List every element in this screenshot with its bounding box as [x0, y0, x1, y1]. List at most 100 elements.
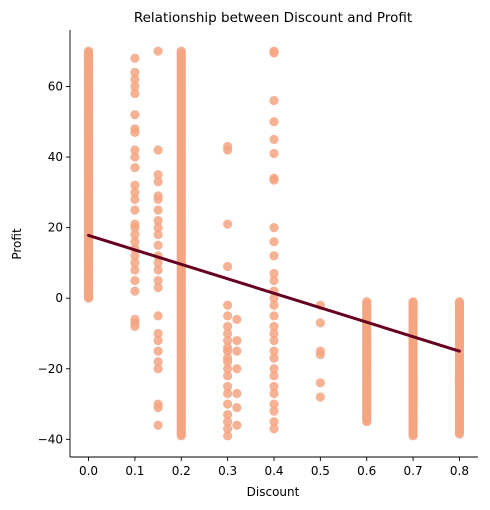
- scatter-point: [269, 328, 279, 339]
- scatter-point: [130, 286, 140, 296]
- scatter-point: [130, 152, 140, 162]
- scatter-point: [223, 381, 233, 392]
- scatter-point: [269, 148, 279, 159]
- scatter-point: [223, 261, 233, 272]
- scatter-point: [223, 399, 233, 409]
- y-tick-label: −40: [38, 432, 63, 446]
- scatter-point: [454, 297, 465, 307]
- x-axis-label: Discount: [247, 485, 300, 499]
- scatter-point: [130, 53, 140, 63]
- x-tick-label: 0.2: [172, 464, 191, 478]
- scatter-point: [223, 145, 233, 155]
- scatter-point: [315, 350, 325, 360]
- scatter-point: [153, 215, 163, 226]
- x-tick-label: 0.5: [311, 464, 330, 478]
- scatter-point: [176, 46, 186, 56]
- regression-line-group: [87, 233, 461, 353]
- scatter-point: [130, 265, 140, 275]
- scatter-point: [269, 268, 279, 279]
- scatter-point: [408, 297, 418, 307]
- scatter-point: [269, 95, 279, 106]
- scatter-point: [153, 335, 163, 346]
- x-tick-label: 0.0: [79, 464, 98, 478]
- scatter-point: [232, 346, 242, 356]
- scatter-point: [223, 219, 233, 229]
- scatter-point: [232, 403, 242, 413]
- scatter-point: [130, 205, 140, 215]
- scatter-point: [269, 417, 279, 427]
- scatter-point: [269, 371, 279, 381]
- scatter-point: [269, 424, 279, 434]
- scatter-point: [269, 406, 279, 416]
- x-tick-label: 0.8: [450, 464, 469, 478]
- scatter-point: [153, 223, 163, 233]
- scatter-point: [223, 417, 233, 427]
- y-tick-label: 0: [55, 291, 63, 305]
- scatter-point: [269, 275, 279, 286]
- scatter-point: [223, 424, 233, 434]
- scatter-point: [223, 371, 233, 381]
- scatter-point: [153, 283, 163, 293]
- scatter-point: [130, 180, 140, 190]
- scatter-point: [223, 431, 233, 441]
- scatter-point: [269, 335, 279, 346]
- scatter-point: [153, 275, 163, 286]
- scatter-point: [130, 230, 140, 240]
- scatter-point: [130, 237, 140, 247]
- scatter-point: [130, 194, 140, 204]
- scatter-point: [153, 265, 163, 275]
- scatter-point: [130, 251, 140, 261]
- scatter-point: [130, 258, 140, 268]
- scatter-point: [315, 378, 325, 388]
- scatter-point: [232, 335, 242, 346]
- x-tick-label: 0.7: [404, 464, 423, 478]
- scatter-point: [153, 311, 163, 321]
- x-ticks: 0.0 0.1 0.2 0.3 0.4 0.5 0.6 0.7 0.8: [79, 457, 469, 478]
- scatter-point: [269, 175, 279, 185]
- scatter-point: [223, 321, 233, 332]
- scatter-point: [130, 74, 140, 84]
- scatter-point: [269, 346, 279, 356]
- scatter-point: [269, 388, 279, 399]
- scatter-point: [269, 237, 279, 247]
- scatter-point: [223, 388, 233, 399]
- scatter-point: [153, 170, 163, 180]
- scatter-point: [269, 399, 279, 409]
- scatter-point: [130, 81, 140, 92]
- scatter-point: [232, 314, 242, 324]
- scatter-point: [130, 88, 140, 99]
- scatter-point: [232, 364, 242, 374]
- x-tick-label: 0.3: [218, 464, 237, 478]
- scatter-point: [130, 110, 140, 120]
- scatter-point: [130, 321, 140, 332]
- scatter-point: [130, 275, 140, 286]
- scatter-point: [269, 300, 279, 310]
- scatter-point: [130, 163, 140, 173]
- scatter-point: [130, 187, 140, 197]
- scatter-point: [362, 297, 372, 307]
- y-axis-label: Profit: [10, 228, 24, 260]
- scatter-point: [315, 392, 325, 402]
- scatter-point: [153, 420, 163, 430]
- scatter-point: [130, 223, 140, 233]
- scatter-point: [153, 357, 163, 367]
- scatter-point: [223, 300, 233, 310]
- regression-line: [87, 233, 461, 353]
- scatter-point: [153, 205, 163, 215]
- y-tick-label: 40: [48, 150, 63, 164]
- y-tick-label: 20: [48, 221, 63, 235]
- x-tick-label: 0.4: [264, 464, 283, 478]
- scatter-point: [269, 117, 279, 127]
- scatter-point: [223, 346, 233, 356]
- scatter-point: [153, 145, 163, 155]
- scatter-point: [153, 194, 163, 204]
- scatter-point: [153, 177, 163, 187]
- scatter-point: [269, 223, 279, 233]
- scatter-point: [269, 251, 279, 261]
- scatter-point: [223, 410, 233, 420]
- scatter-point: [153, 46, 163, 56]
- scatter-point: [232, 420, 242, 430]
- scatter-point: [223, 311, 233, 321]
- scatter-point: [269, 134, 279, 144]
- scatter-point: [269, 321, 279, 332]
